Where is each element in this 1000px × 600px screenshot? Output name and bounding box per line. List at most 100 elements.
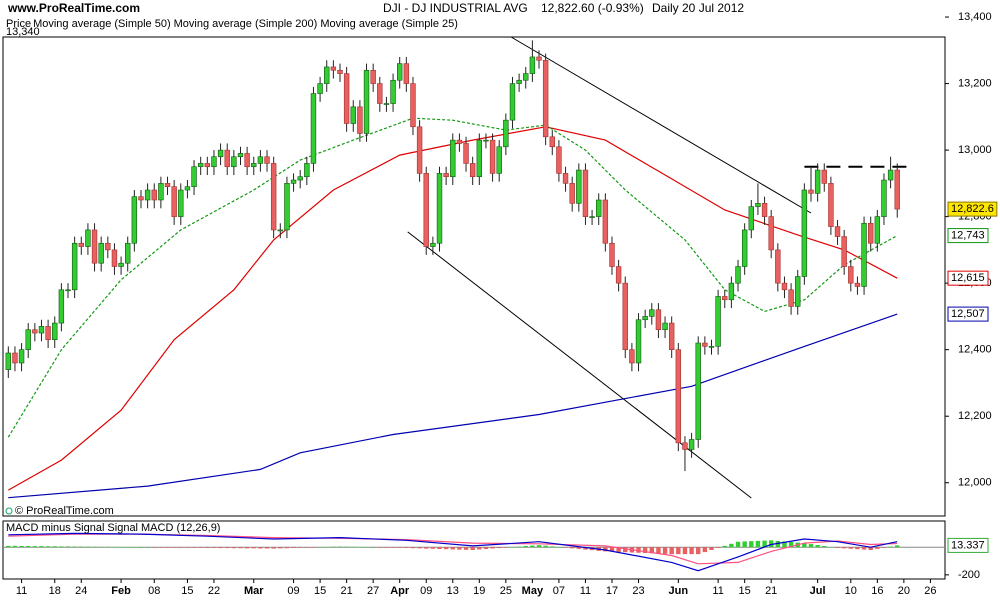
candle-body — [231, 156, 237, 168]
candle-body — [662, 322, 668, 331]
candle-body — [237, 153, 244, 158]
candle-body — [217, 149, 224, 158]
candle-body — [111, 249, 118, 267]
macd-histogram-bar — [437, 547, 442, 550]
macd-histogram-bar — [112, 546, 117, 548]
candle-body — [18, 349, 25, 364]
macd-histogram-bar — [384, 547, 389, 548]
macd-histogram-bar — [191, 547, 197, 548]
macd-histogram-bar — [138, 547, 144, 548]
trendline — [510, 36, 812, 214]
candle-body — [629, 349, 635, 364]
macd-histogram-bar — [742, 541, 747, 548]
macd-histogram-bar — [424, 547, 429, 549]
candle-body — [582, 169, 589, 217]
macd-histogram-bar — [430, 547, 436, 549]
candle-body — [416, 126, 423, 174]
macd-histogram-bar — [470, 547, 475, 550]
candle-body — [556, 146, 562, 174]
macd-histogram-bar — [490, 547, 495, 549]
x-tick-label: 16 — [871, 585, 883, 597]
macd-histogram-bar — [211, 547, 217, 548]
macd-histogram-bar — [841, 547, 847, 549]
macd-histogram-bar — [404, 547, 409, 548]
candle-body — [808, 189, 814, 194]
candle-body — [722, 296, 728, 301]
candle-body — [78, 242, 84, 247]
macd-histogram-bar — [98, 546, 104, 548]
macd-histogram-bar — [311, 547, 316, 548]
candle-body — [164, 183, 171, 187]
x-tick-label: Jul — [810, 585, 826, 597]
macd-histogram-bar — [19, 545, 24, 548]
candle-body — [602, 199, 609, 244]
x-tick-label: 27 — [367, 585, 379, 597]
candle-body — [257, 156, 264, 164]
macd-histogram-bar — [550, 546, 555, 548]
macd-histogram-bar — [530, 545, 535, 548]
macd-last-label: 13.337 — [951, 539, 985, 551]
site: www.ProRealTime.com — [7, 1, 140, 15]
macd-histogram-bar — [79, 546, 84, 548]
candle-body — [284, 183, 290, 231]
candle-body — [549, 136, 555, 148]
candle-body — [615, 266, 622, 284]
macd-histogram-bar — [85, 546, 91, 548]
macd-histogram-bar — [26, 545, 31, 548]
moving-average — [8, 126, 898, 491]
macd-histogram-bar — [576, 547, 582, 549]
x-tick-label: 23 — [632, 585, 644, 597]
macd-histogram-bar — [45, 546, 51, 548]
candle-body — [874, 216, 881, 244]
x-tick-label: Feb — [111, 585, 131, 597]
candle-body — [297, 176, 303, 181]
candle-body — [668, 322, 675, 350]
macd-histogram-bar — [463, 547, 469, 550]
legend-entry: MACD (12,26,9) — [141, 522, 220, 534]
candle-body — [277, 229, 283, 232]
x-tick-label: 08 — [148, 585, 160, 597]
macd-histogram-bar — [410, 547, 416, 549]
ma-last-label-box — [947, 228, 989, 244]
macd-histogram-bar — [331, 546, 336, 548]
macd-histogram-bar — [477, 547, 482, 550]
macd-histogram-bar — [569, 547, 575, 549]
macd-histogram-bar — [72, 546, 77, 548]
ma-last-label: 12,743 — [951, 229, 985, 241]
candle-body — [861, 222, 867, 287]
candle-body — [423, 173, 429, 247]
macd-histogram-bar — [450, 547, 455, 550]
macd-histogram-bar — [689, 547, 694, 555]
candle-body — [702, 342, 708, 347]
y-tick-label: 13,200 — [958, 77, 992, 89]
candle-body — [85, 229, 91, 247]
macd-histogram-bar — [881, 547, 887, 548]
candle-body — [728, 282, 735, 301]
macd-histogram-bar — [178, 547, 183, 548]
macd-histogram-bar — [782, 541, 787, 548]
candle-body — [390, 79, 396, 104]
macd-histogram-bar — [145, 547, 150, 548]
macd-histogram-bar — [583, 547, 588, 550]
macd-histogram-bar — [609, 547, 615, 552]
macd-histogram-bar — [556, 546, 562, 548]
macd-histogram-bar — [510, 546, 515, 548]
x-tick-label: 11 — [712, 585, 723, 597]
macd-histogram-bar — [152, 547, 157, 548]
candle-body — [688, 439, 695, 450]
candle-body — [881, 179, 887, 217]
candle-body — [768, 216, 774, 251]
macd-histogram-bar — [364, 547, 369, 548]
macd-histogram-bar — [822, 545, 827, 548]
candle-body — [370, 69, 376, 84]
candle-body — [576, 169, 582, 204]
macd-histogram-bar — [768, 540, 774, 548]
candle-body — [496, 146, 502, 174]
candle-body — [655, 309, 662, 331]
macd-histogram-bar — [696, 547, 701, 555]
macd-histogram-bar — [543, 545, 548, 548]
macd-histogram-bar — [12, 545, 18, 548]
candle-body — [32, 329, 38, 334]
candle-body — [224, 149, 230, 168]
